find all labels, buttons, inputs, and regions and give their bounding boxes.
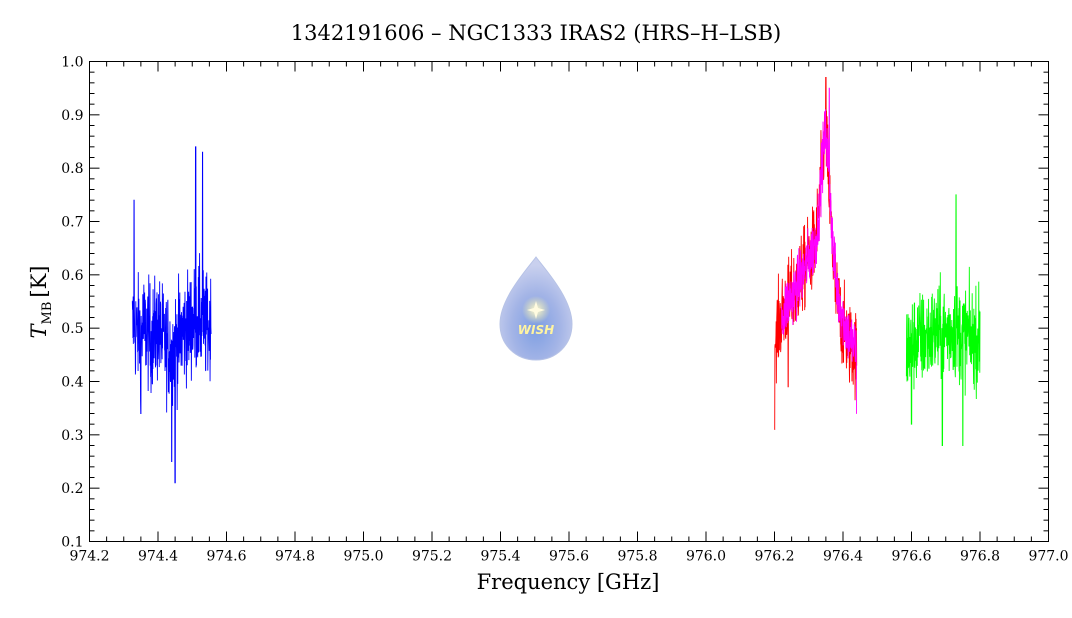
- wish-logo: WISH: [499, 256, 573, 361]
- y-tick-label: 0.6: [61, 268, 83, 284]
- y-axis-label-unit: [K]: [27, 266, 51, 298]
- y-tick-label: 0.2: [61, 481, 83, 497]
- x-tick-label: 977.0: [1028, 549, 1068, 565]
- y-tick-label: 0.1: [61, 535, 83, 551]
- plot-frame: [89, 61, 1049, 542]
- spectrum-series-4: [905, 194, 981, 446]
- logo-label: WISH: [518, 323, 554, 337]
- y-axis-label-main: T: [27, 322, 51, 338]
- x-tick-label: 975.2: [412, 549, 452, 565]
- x-tick-label: 974.2: [69, 549, 109, 565]
- x-tick-label: 975.0: [343, 549, 383, 565]
- y-tick-label: 0.7: [61, 215, 83, 231]
- series-layer: [131, 77, 981, 484]
- x-axis-label: Frequency [GHz]: [477, 570, 660, 594]
- y-tick-label: 0.3: [61, 428, 83, 444]
- x-tick-label: 975.4: [480, 549, 520, 565]
- y-axis: 0.1 0.2 0.3 0.4 0.5 0.6 0.7 0.8 0.9 1.0: [61, 55, 1049, 551]
- x-tick-label: 976.4: [823, 549, 863, 565]
- x-tick-label: 976.6: [891, 549, 931, 565]
- y-axis-label: TMB [K]: [27, 266, 55, 339]
- x-tick-label: 975.6: [549, 549, 589, 565]
- y-tick-label: 0.5: [61, 321, 83, 337]
- x-tick-label: 976.2: [754, 549, 794, 565]
- y-tick-label: 0.8: [61, 161, 83, 177]
- x-tick-label: 974.8: [275, 549, 315, 565]
- y-tick-label: 1.0: [61, 55, 83, 71]
- x-tick-label: 976.0: [686, 549, 726, 565]
- y-tick-label: 0.4: [61, 375, 83, 391]
- x-axis: 974.2 974.4 974.6 974.8 975.0 975.2 975.4 975.6…: [69, 61, 1069, 565]
- x-tick-label: 974.6: [206, 549, 246, 565]
- x-tick-label: 975.8: [617, 549, 657, 565]
- spectrum-series-1: [131, 146, 212, 484]
- y-axis-label-sub: MB: [40, 302, 55, 325]
- x-tick-label: 974.4: [138, 549, 178, 565]
- x-tick-label: 976.8: [960, 549, 1000, 565]
- y-tick-label: 0.9: [61, 108, 83, 124]
- spectrum-series-3: [780, 87, 857, 414]
- chart-title: 1342191606 – NGC1333 IRAS2 (HRS–H–LSB): [291, 21, 781, 45]
